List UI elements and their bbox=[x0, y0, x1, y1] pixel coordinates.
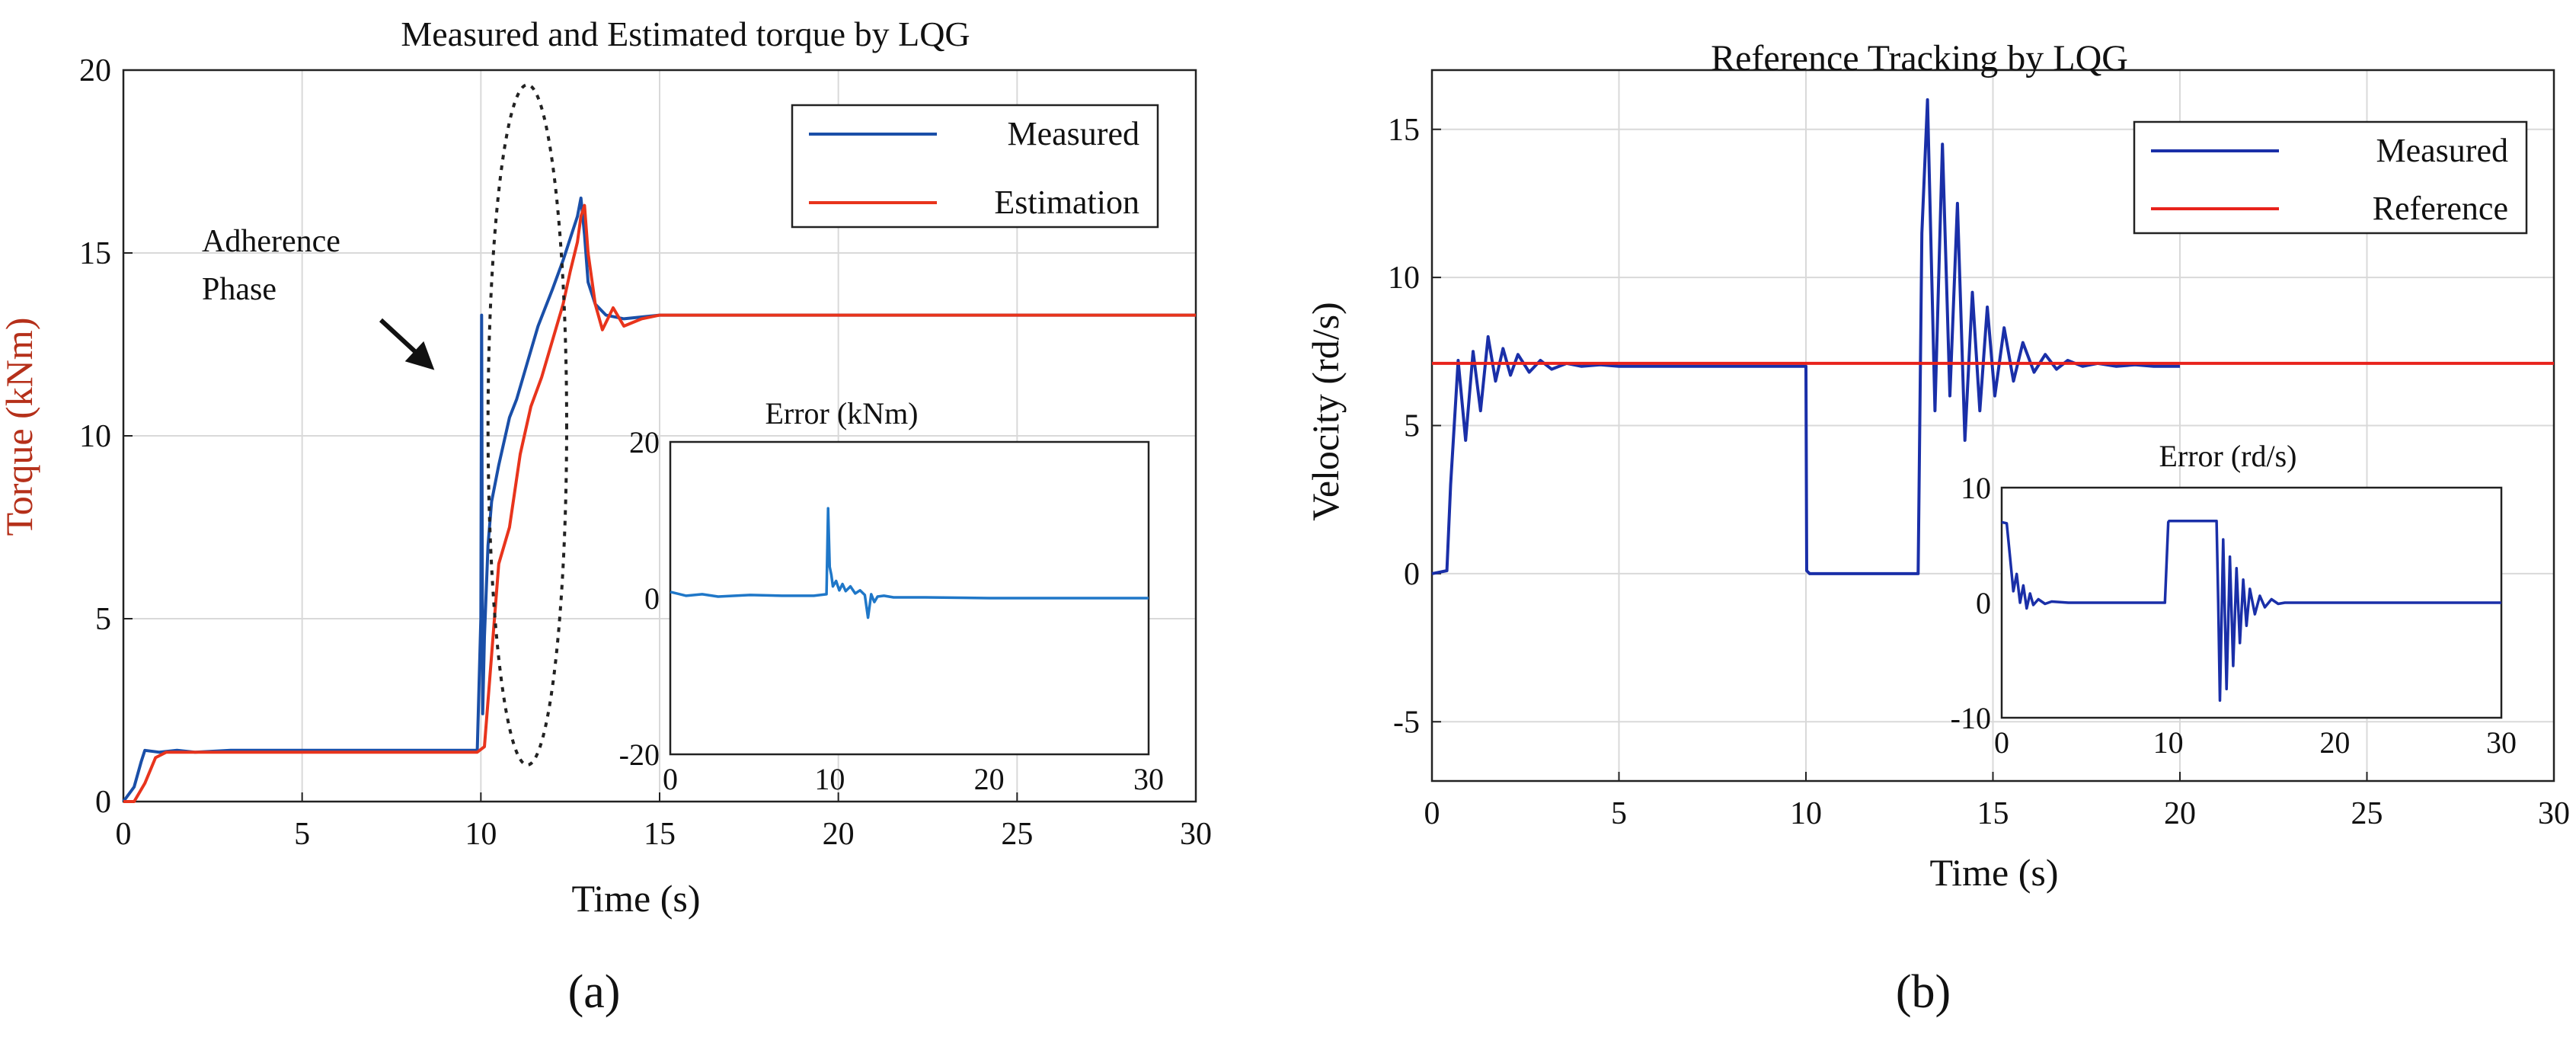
legend: Measured Estimation bbox=[791, 104, 1159, 229]
x-tick-label: 15 bbox=[1977, 796, 2009, 831]
y-tick-label: 0 bbox=[1404, 557, 1420, 592]
x-tick-label: 30 bbox=[1180, 817, 1212, 852]
annotation: Adherence Phase bbox=[202, 83, 568, 767]
inset-y-tick-label: 20 bbox=[629, 425, 660, 459]
inset-x-tick-label: 0 bbox=[663, 762, 678, 796]
inset-series-line bbox=[670, 507, 1149, 619]
legend-box bbox=[2133, 120, 2528, 235]
annotation-arrow-head bbox=[404, 341, 435, 370]
x-tick-label: 25 bbox=[2351, 796, 2383, 831]
chart-title: Measured and Estimated torque by LQG bbox=[401, 14, 970, 53]
inset-y-tick-label: 10 bbox=[1961, 471, 1991, 505]
y-tick-label: 15 bbox=[1388, 113, 1420, 148]
inset-series-line bbox=[2001, 520, 2501, 703]
x-tick-label: 10 bbox=[1790, 796, 1822, 831]
y-tick-label: 20 bbox=[79, 53, 111, 88]
series-line-measured bbox=[1431, 98, 2180, 575]
inset-x-tick-label: 20 bbox=[974, 762, 1005, 796]
legend: Measured Reference bbox=[2133, 120, 2528, 235]
y-tick-label: 0 bbox=[95, 785, 111, 820]
y-tick-label: -5 bbox=[1393, 705, 1420, 740]
legend-label-measured: Measured bbox=[2376, 132, 2509, 169]
chart-panel-b: 0 5 10 15 20 25 30 -5 0 5 10 15 Reference Tracking b… bbox=[1304, 38, 2570, 1018]
annotation-text: Phase bbox=[202, 272, 276, 307]
inset-x-tick-label: 10 bbox=[814, 762, 845, 796]
inset-x-tick-label: 0 bbox=[1994, 725, 2009, 760]
legend-box bbox=[791, 104, 1159, 229]
x-tick-label: 5 bbox=[1611, 796, 1627, 831]
y-axis-label: Velocity (rd/s) bbox=[1304, 302, 1347, 520]
y-axis-label: Torque (kNm) bbox=[0, 318, 40, 536]
x-tick-label: 15 bbox=[644, 817, 676, 852]
x-tick-label: 0 bbox=[1424, 796, 1440, 831]
inset-y-tick-label: 0 bbox=[1976, 586, 1991, 620]
x-axis-label: Time (s) bbox=[571, 877, 700, 920]
inset-title: Error (rd/s) bbox=[2159, 439, 2296, 473]
inset-y-tick-label: 0 bbox=[644, 581, 660, 616]
series-line-estimation bbox=[123, 203, 1196, 803]
panel-label: (b) bbox=[1896, 966, 1951, 1018]
inset-title: Error (kNm) bbox=[765, 396, 918, 430]
x-tick-label: 5 bbox=[294, 817, 310, 852]
x-tick-label: 20 bbox=[2164, 796, 2196, 831]
panel-label: (a) bbox=[568, 966, 621, 1018]
annotation-text: Adherence bbox=[202, 224, 340, 259]
y-tick-label: 10 bbox=[1388, 261, 1420, 296]
inset-x-tick-label: 20 bbox=[2319, 725, 2350, 760]
y-tick-label: 5 bbox=[95, 602, 111, 637]
y-tick-label: 10 bbox=[79, 419, 111, 454]
x-tick-label: 30 bbox=[2538, 796, 2570, 831]
y-tick-label: 15 bbox=[79, 236, 111, 271]
inset-y-tick-label: -10 bbox=[1951, 701, 1991, 735]
legend-label-measured: Measured bbox=[1008, 115, 1140, 152]
inset-x-tick-label: 30 bbox=[2486, 725, 2517, 760]
chart-title: Reference Tracking by LQG bbox=[1711, 38, 2128, 78]
legend-label-estimation: Estimation bbox=[994, 184, 1139, 221]
x-axis-label: Time (s) bbox=[1929, 851, 2058, 894]
chart-panel-a: 0 5 10 15 20 25 30 0 5 10 15 20 Measured and Estimat… bbox=[0, 14, 1212, 1018]
x-tick-label: 0 bbox=[116, 817, 132, 852]
legend-label-reference: Reference bbox=[2373, 190, 2508, 227]
inset-x-tick-label: 10 bbox=[2153, 725, 2184, 760]
y-tick-label: 5 bbox=[1404, 409, 1420, 444]
inset-y-tick-label: -20 bbox=[619, 738, 660, 772]
annotation-ellipse bbox=[486, 83, 568, 767]
x-tick-label: 10 bbox=[465, 817, 497, 852]
inset-x-tick-label: 30 bbox=[1133, 762, 1164, 796]
x-tick-label: 25 bbox=[1001, 817, 1033, 852]
x-tick-label: 20 bbox=[823, 817, 855, 852]
